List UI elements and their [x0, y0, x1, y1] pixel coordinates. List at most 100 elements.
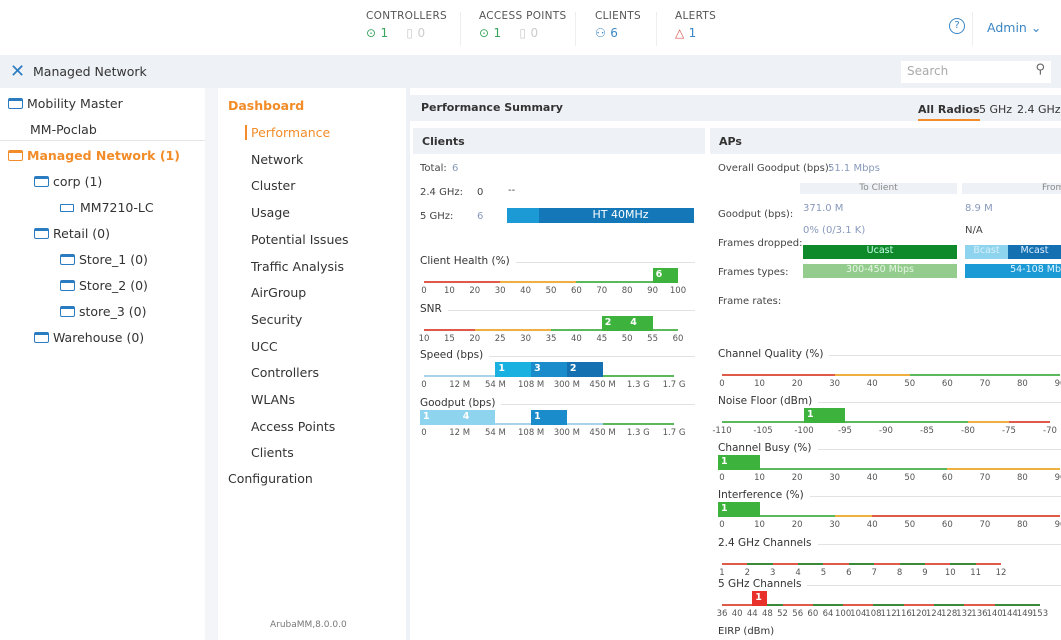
nav-item-ucc[interactable]: UCC: [251, 338, 278, 354]
tick-label: 100: [835, 609, 852, 619]
threshold-zone: [602, 423, 674, 425]
tree-item-warehouse[interactable]: Warehouse (0): [34, 330, 144, 345]
tree-item-store2[interactable]: Store_2 (0): [60, 278, 148, 293]
nav-item-controllers[interactable]: Controllers: [251, 365, 319, 381]
aps-up: ⊙ 1: [479, 26, 502, 40]
nav-item-usage[interactable]: Usage: [251, 205, 290, 221]
histogram-bar[interactable]: 1: [420, 410, 460, 425]
nav-item-security[interactable]: Security: [251, 311, 303, 327]
threshold-zone: [424, 423, 603, 425]
aps-charts: Channel Quality (%)0102030405060708090No…: [710, 154, 1061, 640]
tree-item-mobility-master[interactable]: Mobility Master: [8, 96, 123, 111]
search-input[interactable]: Search ⚲: [901, 61, 1051, 83]
threshold-zone: [782, 604, 813, 606]
tick-label: 40: [520, 286, 532, 296]
threshold-zone: [934, 604, 965, 606]
histogram-bar[interactable]: 1: [804, 408, 845, 423]
tick-label: 10: [754, 379, 765, 389]
ucast-bar[interactable]: Ucast: [803, 245, 957, 259]
tick-label: 40: [570, 334, 582, 344]
threshold-zone: [747, 563, 773, 565]
nav-item-cluster[interactable]: Cluster: [251, 178, 296, 194]
histogram-bar[interactable]: 3: [531, 362, 567, 377]
tick-label: 55: [647, 334, 659, 344]
chart-title: Channel Busy (%): [718, 442, 818, 454]
threshold-zone: [834, 515, 873, 517]
folder-icon: [34, 176, 49, 187]
tab-24ghz[interactable]: 2.4 GHz: [1017, 103, 1061, 116]
chart-title: 5 GHz Channels: [718, 578, 808, 590]
tree-item-corp[interactable]: corp (1): [34, 174, 102, 189]
admin-menu[interactable]: Admin ⌄: [987, 20, 1042, 35]
nav-item-potential-issues[interactable]: Potential Issues: [251, 231, 349, 247]
tick-label: 132: [956, 609, 973, 619]
tab-5ghz[interactable]: 5 GHz: [979, 103, 1013, 116]
mcast-bar[interactable]: Mcast: [1008, 245, 1061, 259]
tree-item-mm7210[interactable]: MM7210-LC: [60, 200, 154, 215]
tree-item-managed-network[interactable]: Managed Network (1): [8, 148, 180, 163]
nav-item-clients[interactable]: Clients: [251, 445, 294, 461]
histogram-bar[interactable]: 2: [601, 316, 628, 331]
nav-item-airgroup[interactable]: AirGroup: [251, 285, 307, 301]
histogram-bar[interactable]: 1: [718, 455, 760, 470]
rate-from-bar[interactable]: 54-108 Mb: [965, 264, 1061, 278]
tick-label: 12 M: [449, 380, 471, 390]
chart-title: Client Health (%): [420, 255, 516, 267]
snr-chart: SNR 2 4 10 15 20 25 30 35 40 45 50 55 60: [419, 303, 695, 344]
tick-label: 15: [443, 334, 455, 344]
tick-label: 140: [986, 609, 1003, 619]
tick-label: 128: [941, 609, 958, 619]
nav-item-wlans[interactable]: WLANs: [251, 392, 296, 407]
tree-item-retail[interactable]: Retail (0): [34, 226, 110, 241]
clients-stat[interactable]: CLIENTS ⚇ 6: [595, 10, 641, 40]
access-points-stat[interactable]: ACCESS POINTS ⊙ 1 ▯ 0: [479, 10, 567, 40]
nav-item-traffic-analysis[interactable]: Traffic Analysis: [251, 258, 345, 274]
threshold-zone: [812, 604, 844, 606]
tab-all-radios[interactable]: All Radios: [918, 103, 980, 121]
threshold-zone: [872, 515, 1060, 517]
alerts-stat[interactable]: ALERTS △ 1: [675, 10, 717, 40]
dashboard-nav: Dashboard Performance Network Cluster Usage…: [218, 88, 406, 640]
tick-label: 90: [647, 286, 659, 296]
aps-down: ▯ 0: [519, 26, 539, 40]
nav-item-access-points[interactable]: Access Points: [251, 418, 336, 434]
close-icon[interactable]: ✕: [10, 61, 26, 82]
tick-label: 30: [829, 520, 841, 530]
histogram-bar[interactable]: 4: [459, 410, 496, 425]
rate-to-bar[interactable]: 300-450 Mbps: [803, 264, 957, 278]
tick-label: -105: [753, 426, 773, 436]
tick-label: 20: [791, 379, 803, 389]
tick-label: 64: [822, 609, 834, 619]
histogram-bar[interactable]: 1: [531, 410, 567, 425]
histogram-bar[interactable]: 1: [752, 591, 768, 606]
histogram-bar[interactable]: 4: [627, 316, 653, 331]
histogram-bar[interactable]: 1: [495, 362, 532, 377]
tick-label: 50: [904, 379, 916, 389]
tree-item-store3[interactable]: store_3 (0): [60, 304, 147, 319]
bcast-bar[interactable]: Bcast: [965, 245, 1008, 259]
controllers-stat[interactable]: CONTROLLERS ⊙ 1 ▯ 0: [366, 10, 448, 40]
search-icon[interactable]: ⚲: [1035, 62, 1045, 77]
chart-title: Channel Quality (%): [718, 348, 830, 360]
threshold-zone: [424, 329, 475, 331]
nav-dashboard[interactable]: Dashboard: [228, 98, 305, 113]
question-circle-icon[interactable]: ?: [949, 18, 965, 34]
tick-label: 80: [1017, 379, 1028, 389]
tree-item-store1[interactable]: Store_1 (0): [60, 252, 148, 267]
g5-channel-width-bar[interactable]: HT 40MHz: [507, 208, 694, 223]
nav-configuration[interactable]: Configuration: [228, 471, 313, 486]
channel-quality-chart: Channel Quality (%) 0 10 20 30 40 50 60 70 80 90: [718, 348, 1061, 389]
tick-label: 80: [1017, 473, 1028, 483]
nav-item-network[interactable]: Network: [251, 151, 304, 167]
histogram-bar[interactable]: 1: [718, 502, 760, 517]
folder-icon: [34, 228, 49, 239]
tree-item-mm-poclab[interactable]: MM-Poclab: [30, 122, 97, 137]
tick-label: 0: [719, 379, 725, 389]
histogram-bar[interactable]: 6: [652, 268, 678, 283]
threshold-zone: [752, 604, 783, 606]
nav-item-performance[interactable]: Performance: [245, 125, 330, 140]
overall-goodput-value: 51.1 Mbps: [828, 163, 880, 174]
histogram-bar[interactable]: 2: [566, 362, 603, 377]
divider: [205, 88, 218, 640]
controllers-up: ⊙ 1: [366, 26, 389, 40]
